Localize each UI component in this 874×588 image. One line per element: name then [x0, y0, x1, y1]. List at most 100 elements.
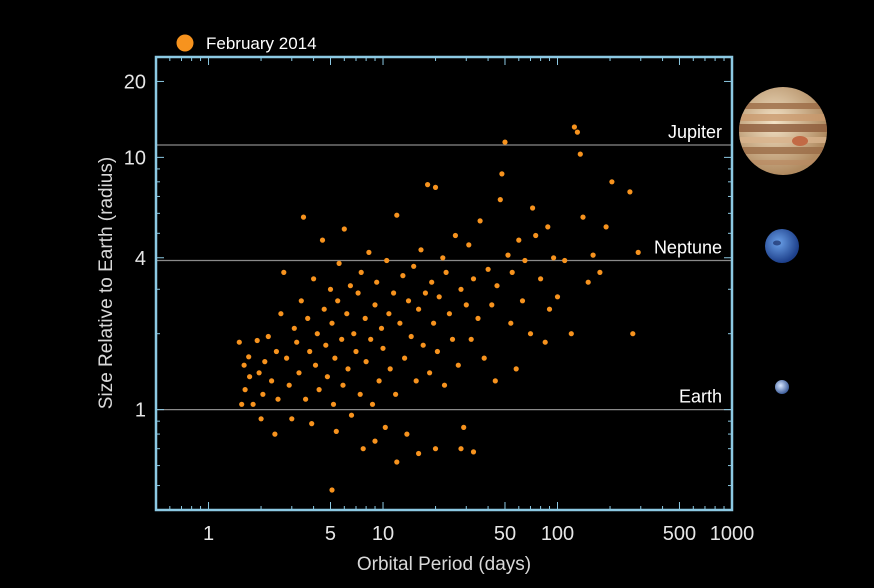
data-point: [386, 311, 392, 317]
data-point: [393, 391, 399, 397]
data-point: [273, 348, 279, 355]
data-point: [246, 354, 252, 360]
data-point: [340, 382, 346, 388]
data-point: [372, 438, 378, 444]
data-point: [590, 252, 596, 258]
x-tick-label: 1: [203, 523, 214, 545]
data-point: [458, 286, 464, 292]
data-point: [420, 342, 426, 348]
data-point: [562, 257, 568, 264]
data-point: [461, 424, 467, 430]
data-point: [380, 345, 386, 351]
data-point: [265, 333, 271, 340]
data-point: [418, 247, 424, 253]
data-point: [269, 378, 275, 384]
x-tick-label: 1000: [710, 523, 755, 545]
data-point: [384, 257, 390, 264]
data-point: [429, 279, 435, 285]
data-point: [242, 387, 248, 393]
reference-label-neptune: Neptune: [654, 238, 722, 258]
data-point: [298, 298, 304, 304]
data-point: [254, 337, 260, 344]
data-point: [307, 348, 313, 355]
data-point: [416, 306, 422, 312]
data-point: [300, 214, 307, 220]
data-point: [369, 401, 376, 407]
data-point: [387, 366, 393, 372]
data-point: [463, 302, 469, 308]
data-point: [580, 214, 586, 220]
data-point: [239, 401, 245, 407]
data-point: [351, 331, 357, 337]
x-tick-label: 100: [541, 523, 574, 545]
data-point: [275, 396, 281, 402]
data-point: [400, 273, 406, 279]
data-point: [416, 450, 422, 457]
x-tick-label: 5: [325, 523, 336, 545]
data-point: [278, 311, 284, 317]
x-axis-title: Orbital Period (days): [357, 554, 531, 575]
data-point: [422, 290, 428, 296]
data-point: [312, 362, 319, 368]
data-point: [446, 311, 452, 317]
data-point: [449, 336, 456, 342]
data-point: [335, 298, 341, 304]
data-point: [494, 283, 500, 289]
data-point: [441, 382, 448, 388]
data-point: [440, 255, 446, 261]
data-point: [311, 276, 317, 282]
legend-marker: [176, 34, 194, 52]
axis-ticks: 1 5 10 50 100 500 1000 1 4 10 20: [124, 57, 755, 545]
data-point: [577, 151, 583, 157]
data-point: [551, 255, 557, 261]
data-point: [402, 355, 408, 361]
data-point: [372, 302, 378, 308]
data-point: [413, 378, 419, 384]
y-tick-label: 1: [135, 400, 146, 422]
data-point: [391, 290, 397, 296]
data-point: [585, 279, 591, 285]
data-point: [485, 266, 491, 272]
jupiter-icon: [739, 87, 827, 175]
data-point: [519, 298, 526, 304]
earth-icon: [775, 380, 789, 394]
data-point: [329, 320, 335, 326]
y-tick-label: 10: [124, 147, 146, 169]
data-point: [262, 359, 268, 365]
data-point: [374, 279, 380, 285]
data-point: [627, 189, 633, 195]
data-point: [508, 320, 514, 326]
data-point: [360, 446, 366, 452]
data-point: [538, 276, 544, 282]
data-point: [574, 129, 581, 135]
data-point: [527, 331, 534, 337]
x-tick-label: 500: [663, 523, 696, 545]
data-point: [458, 446, 464, 452]
data-point: [316, 387, 322, 393]
data-point: [368, 336, 374, 342]
data-point: [256, 370, 262, 376]
data-point: [432, 446, 439, 452]
data-point: [241, 362, 247, 368]
data-point: [436, 294, 442, 300]
data-point: [286, 382, 292, 388]
data-point: [289, 416, 295, 422]
data-point: [509, 269, 515, 275]
y-axis-title: Size Relative to Earth (radius): [96, 157, 117, 409]
reference-label-earth: Earth: [679, 387, 722, 407]
y-tick-label: 4: [135, 248, 146, 270]
data-point: [321, 306, 327, 312]
data-point: [329, 487, 335, 493]
data-point: [542, 339, 548, 345]
legend: February 2014: [176, 34, 317, 53]
data-point: [554, 294, 561, 300]
data-point: [339, 336, 345, 342]
data-point: [353, 348, 359, 355]
data-point: [303, 396, 309, 402]
data-point: [546, 306, 553, 312]
data-point: [630, 331, 636, 337]
data-point: [497, 197, 503, 203]
data-point: [443, 269, 449, 275]
data-point: [376, 378, 382, 384]
data-point: [319, 237, 326, 243]
